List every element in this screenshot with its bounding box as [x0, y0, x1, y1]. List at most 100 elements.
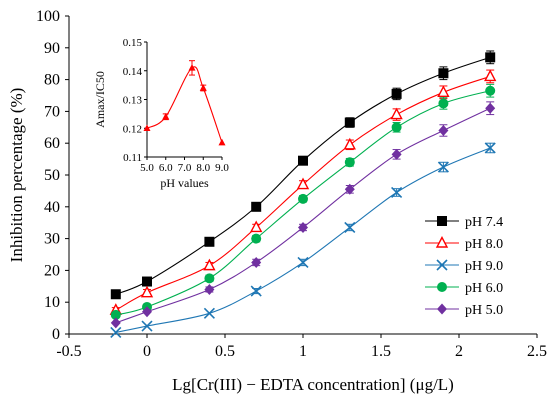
- inset-data-point: [199, 84, 207, 91]
- data-point: [110, 326, 122, 338]
- legend-marker: [435, 235, 449, 248]
- data-point: [298, 221, 308, 233]
- inset-x-tick-label: 8.0: [196, 162, 210, 174]
- data-point: [250, 220, 263, 233]
- legend-marker: [437, 303, 447, 315]
- x-tick-label: 0: [143, 343, 151, 360]
- inset-y-tick-label: 0.15: [123, 37, 143, 49]
- legend-marker: [437, 282, 447, 292]
- y-tick-label: 40: [44, 199, 60, 216]
- y-tick-label: 70: [44, 103, 60, 120]
- inset-background: [147, 42, 222, 157]
- series-pH-8_0: [109, 69, 497, 315]
- data-point: [251, 256, 262, 268]
- data-point: [390, 107, 403, 120]
- data-point: [296, 177, 310, 190]
- data-point: [142, 276, 152, 287]
- y-tick-label: 50: [44, 167, 60, 184]
- y-tick-label: 60: [44, 135, 60, 152]
- data-point: [110, 317, 121, 329]
- main-series: [109, 50, 497, 338]
- legend-label: pH 7.4: [465, 215, 503, 230]
- inset-data-point: [162, 112, 170, 120]
- legend-label: pH 9.0: [465, 259, 503, 274]
- inset-y-tick-label: 0.13: [123, 95, 143, 107]
- y-tick-label: 90: [44, 40, 60, 57]
- data-point: [204, 283, 215, 295]
- data-point: [437, 161, 449, 173]
- data-point: [438, 68, 449, 79]
- legend-label: pH 5.0: [465, 303, 503, 318]
- data-point: [110, 289, 121, 300]
- data-point: [204, 236, 215, 247]
- inset-x-tick-label: 9.0: [215, 162, 229, 174]
- data-point: [251, 233, 262, 244]
- series-pH-5_0: [110, 101, 496, 329]
- legend-item: pH 8.0: [425, 235, 503, 252]
- data-point: [344, 221, 356, 234]
- y-tick-label: 80: [44, 72, 60, 89]
- data-point: [391, 186, 403, 199]
- y-tick-label: 20: [44, 262, 60, 279]
- inset-data-point: [143, 124, 151, 132]
- series-pH-6_0: [110, 83, 496, 320]
- data-point: [437, 85, 450, 98]
- y-tick-label: 10: [44, 294, 60, 311]
- y-tick-label: 100: [36, 8, 60, 25]
- data-point: [391, 122, 402, 133]
- data-point: [344, 157, 355, 168]
- data-point: [203, 307, 215, 319]
- data-point: [204, 273, 215, 284]
- inset-y-tick-label: 0.12: [123, 123, 142, 135]
- inset-y-tick-label: 0.14: [123, 66, 143, 78]
- legend-label: pH 6.0: [465, 281, 503, 296]
- legend-item: pH 7.4: [425, 215, 503, 230]
- data-point: [484, 142, 496, 154]
- data-point: [343, 137, 356, 150]
- data-point: [344, 117, 355, 128]
- legend: pH 7.4 pH 8.0 pH 9.0 pH 6.0 pH 5.0: [425, 215, 503, 318]
- data-point: [344, 183, 355, 195]
- data-point: [438, 98, 449, 109]
- inset-chart: 0.11 0.12 0.13 0.14 0.15 5.0 6.0 7.0 8.0 9.0 pH va…: [93, 37, 229, 190]
- data-point: [391, 148, 402, 160]
- x-tick-label: 2: [455, 343, 463, 360]
- x-tick-label: -0.5: [56, 343, 81, 360]
- x-tick-label: 1.5: [371, 343, 391, 360]
- data-point: [298, 155, 308, 166]
- inset-y-tick-label: 0.11: [123, 152, 142, 164]
- data-point: [250, 285, 262, 297]
- data-point: [140, 285, 154, 298]
- inset-x-tick-label: 6.0: [159, 162, 173, 174]
- y-axis-label: Inhibition percentage (%): [7, 88, 26, 263]
- data-point: [484, 69, 497, 82]
- data-point: [485, 52, 496, 63]
- x-tick-label: 1: [299, 343, 307, 360]
- data-point: [485, 85, 496, 96]
- inset-x-axis-label: pH values: [160, 176, 209, 190]
- legend-item: pH 9.0: [425, 259, 503, 274]
- data-point: [141, 320, 153, 332]
- data-point: [251, 201, 262, 212]
- data-point: [391, 88, 402, 99]
- legend-marker: [437, 216, 447, 226]
- inset-y-axis-label: Amax/IC50: [93, 71, 107, 128]
- series-pH-9_0: [110, 142, 496, 338]
- main-labels: Lg[Cr(III) − EDTA concentration] (μg/L) I…: [7, 88, 454, 394]
- series-pH-7_4: [110, 50, 496, 300]
- x-tick-label: 0.5: [215, 343, 235, 360]
- x-axis-label: Lg[Cr(III) − EDTA concentration] (μg/L): [172, 375, 454, 394]
- x-tick-label: 2.5: [527, 343, 547, 360]
- inset-x-tick-label: 7.0: [178, 162, 192, 174]
- data-point: [485, 102, 496, 114]
- data-point: [203, 258, 216, 271]
- legend-item: pH 5.0: [425, 303, 503, 318]
- data-point: [297, 256, 309, 269]
- legend-item: pH 6.0: [425, 281, 503, 296]
- inset-data-point: [218, 138, 226, 146]
- legend-label: pH 8.0: [465, 237, 503, 252]
- inset-data-point: [188, 64, 196, 71]
- data-point: [110, 309, 121, 320]
